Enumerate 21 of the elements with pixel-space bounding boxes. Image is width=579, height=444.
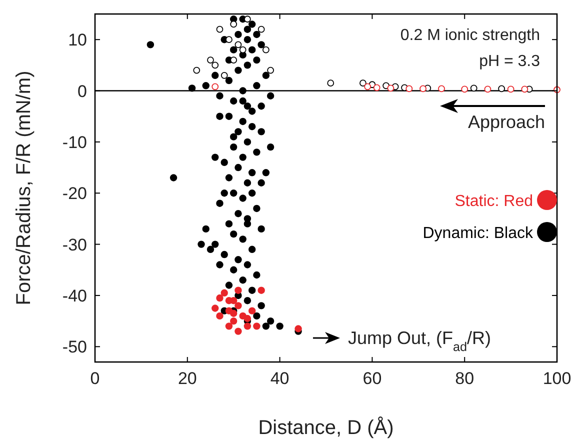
annotation: 0.2 M ionic strength (400, 27, 540, 44)
x-tick-label: 40 (270, 369, 290, 388)
annotation: pH = 3.3 (479, 53, 540, 70)
y-tick-label: 10 (68, 30, 87, 50)
y-tick-label: -20 (62, 184, 87, 204)
x-tick-label: 80 (455, 369, 474, 388)
y-axis-title: Force/Radius, F/R (mN/m) (13, 70, 35, 306)
y-tick-label: -10 (62, 132, 87, 152)
y-tick-label: 0 (78, 82, 87, 101)
x-tick-label: 100 (542, 369, 572, 388)
annotation: Approach (468, 112, 545, 132)
x-axis-title: Distance, D (Å) (258, 416, 394, 439)
y-tick-label: -50 (62, 338, 87, 357)
x-tick-label: 60 (362, 369, 382, 388)
x-tick-label: 0 (90, 369, 100, 388)
y-tick-label: -30 (62, 235, 87, 254)
legend-label: Static: Red (454, 193, 533, 210)
y-tick-label: -40 (62, 286, 87, 306)
x-tick-label: 20 (178, 369, 197, 388)
legend-label: Dynamic: Black (422, 225, 534, 242)
annotation: Jump Out, (F$_{ad}$/R) (348, 328, 492, 354)
